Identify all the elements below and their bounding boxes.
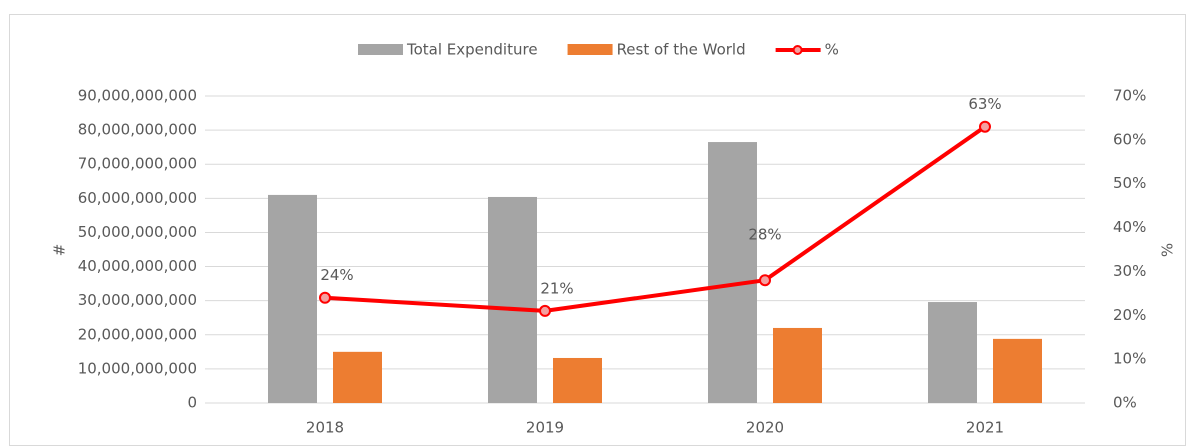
y2-tick-label: 10%: [1113, 350, 1146, 368]
y-tick-label: 70,000,000,000: [78, 155, 197, 173]
y2-tick-label: 70%: [1113, 87, 1146, 105]
x-tick-label: 2018: [306, 419, 344, 437]
line: [324, 125, 987, 313]
legend-swatch: [567, 44, 613, 55]
data-label: 63%: [968, 95, 1001, 113]
y2-axis-label: %: [1159, 243, 1177, 257]
legend-swatch: [792, 45, 803, 55]
line-marker: [759, 274, 771, 287]
line-marker: [319, 291, 331, 304]
y-tick-label: 40,000,000,000: [78, 257, 197, 275]
bar: [773, 327, 822, 403]
y2-tick-label: 50%: [1113, 174, 1146, 192]
x-tick-label: 2021: [966, 419, 1004, 437]
y2-tick-label: 0%: [1113, 394, 1137, 412]
y2-tick-label: 20%: [1113, 306, 1146, 324]
y2-tick-label: 60%: [1113, 130, 1146, 148]
y-tick-label: 80,000,000,000: [78, 121, 197, 139]
bar: [708, 142, 757, 404]
x-tick-label: 2020: [746, 419, 784, 437]
y-tick-label: 10,000,000,000: [78, 359, 197, 377]
legend-swatch: [358, 44, 403, 55]
y-tick-label: 20,000,000,000: [78, 325, 197, 343]
data-label: 24%: [320, 266, 353, 284]
y-tick-label: 90,000,000,000: [78, 87, 197, 105]
bar: [993, 338, 1042, 403]
bar: [928, 302, 977, 403]
y-tick-label: 0: [187, 394, 197, 412]
bar: [333, 351, 382, 403]
legend-label: Total Expenditure: [406, 41, 538, 59]
y2-tick-label: 30%: [1113, 262, 1146, 280]
y-tick-label: 30,000,000,000: [78, 291, 197, 309]
y-tick-label: 50,000,000,000: [78, 223, 197, 241]
data-label: 21%: [540, 279, 573, 297]
legend-label: Rest of the World: [617, 41, 746, 59]
y-axis-label: #: [51, 244, 69, 257]
line-marker: [539, 304, 551, 317]
data-label: 28%: [748, 226, 781, 244]
y-tick-label: 60,000,000,000: [78, 189, 197, 207]
bar: [268, 194, 317, 403]
y2-tick-label: 40%: [1113, 218, 1146, 236]
x-tick-label: 2019: [526, 419, 564, 437]
line-marker: [979, 120, 991, 133]
bar: [553, 357, 602, 403]
legend-label: %: [825, 41, 839, 59]
bar: [488, 196, 537, 403]
